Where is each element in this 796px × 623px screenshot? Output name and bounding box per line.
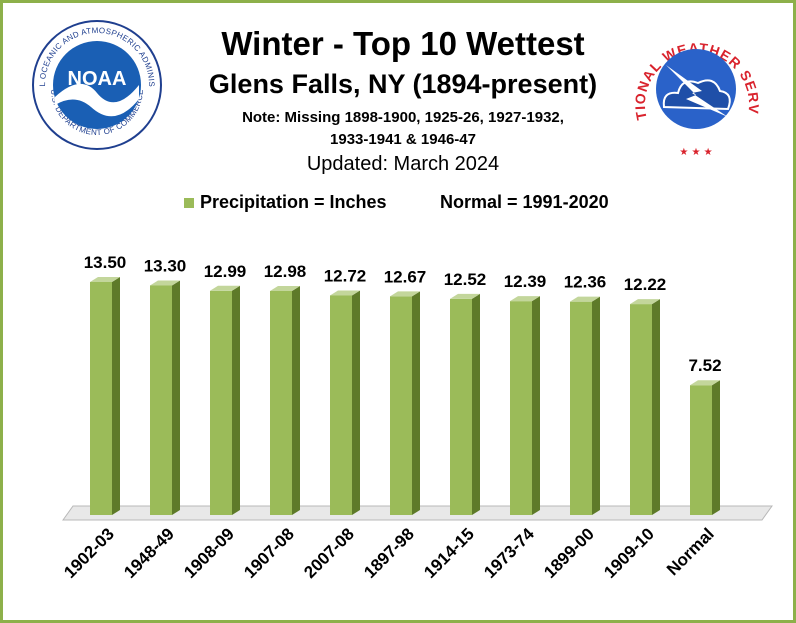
bar-top [330,290,360,296]
chart-title: Winter - Top 10 Wettest [221,25,585,62]
bar-side [532,296,540,515]
nws-logo: NATIONAL WEATHER SERVICE ★ ★ ★ [626,15,761,158]
bar-side [172,280,180,515]
stars-icon: ★ ★ ★ [679,147,712,158]
bar-front [510,301,532,515]
bar [690,380,720,515]
category-label: 1948-49 [120,524,178,582]
bar-value-label: 12.22 [624,275,667,294]
bar-top [150,280,180,286]
legend-label: Precipitation = Inches [200,192,387,212]
bar-side [712,380,720,515]
noaa-logo: NATIONAL OCEANIC AND ATMOSPHERIC ADMINIS… [31,19,162,150]
bar-front [630,304,652,515]
noaa-logo-text: NOAA [68,68,127,90]
bar-side [472,293,480,515]
bar-value-label: 7.52 [688,356,721,375]
bar-top [270,285,300,291]
bar-value-label: 13.30 [144,256,187,275]
bar-front [690,385,712,515]
legend-swatch [184,198,194,208]
bar-front [330,295,352,515]
bar-chart: 13.50 13.30 12.99 12.98 12.72 12.67 12.52 12.39… [60,253,773,582]
bar-top [570,296,600,302]
bar [210,285,240,515]
bar [270,285,300,515]
bar-side [652,299,660,515]
bar [510,296,540,515]
bar-top [510,296,540,302]
bar-front [90,282,112,515]
bar-top [210,285,240,291]
bar-side [412,291,420,515]
category-label: 1973-74 [480,524,538,582]
bar-value-label: 12.39 [504,272,547,291]
bar-front [270,290,292,515]
value-labels: 13.50 13.30 12.99 12.98 12.72 12.67 12.52 12.39… [84,253,722,375]
bar [630,299,660,515]
normal-period-label: Normal = 1991-2020 [440,192,609,212]
bar-series [90,277,720,515]
bar-side [592,296,600,515]
category-label: 1897-98 [360,524,418,582]
lightning-bolt-icon [666,65,728,117]
bar [390,291,420,515]
category-label: 1902-03 [60,524,118,582]
bar-value-label: 12.72 [324,266,367,285]
bar [450,293,480,515]
category-label: 1914-15 [420,524,478,582]
category-label: 1909-10 [600,524,658,582]
cloud-icon [662,79,731,111]
category-labels: 1902-03 1948-49 1908-09 1907-08 2007-08 1897-… [60,524,718,582]
bar-side [232,285,240,515]
bar-value-label: 12.98 [264,262,307,281]
bar [330,290,360,515]
bar [150,280,180,515]
category-label: 1907-08 [240,524,298,582]
bar-top [690,380,720,386]
bar-value-label: 12.36 [564,273,607,292]
category-label: 1899-00 [540,524,598,582]
category-label: 1908-09 [180,524,238,582]
updated-date: Updated: March 2024 [306,153,500,175]
bar [90,277,120,515]
bar [570,296,600,515]
bar-value-label: 12.67 [384,267,427,286]
chart-subtitle: Glens Falls, NY (1894-present) [208,69,598,99]
bar-side [352,290,360,515]
bar-top [90,277,120,282]
bar-front [570,301,592,515]
bar-value-label: 13.50 [84,253,127,272]
bar-front [450,298,472,515]
bar-top [450,293,480,299]
bar-top [630,299,660,305]
bar-side [292,285,300,515]
bar-front [150,285,172,515]
bar-value-label: 12.52 [444,270,487,289]
missing-years-note-line-1: Note: Missing 1898-1900, 1925-26, 1927-1… [242,109,564,126]
category-label: 2007-08 [300,524,358,582]
category-label: Normal [663,524,718,579]
noaa-gull-icon [55,83,139,117]
bar-front [390,296,412,515]
bar-value-label: 12.99 [204,262,247,281]
bar-front [210,290,232,515]
bar-side [112,277,120,515]
missing-years-note-line-2: 1933-1941 & 1946-47 [330,131,476,148]
bar-top [390,291,420,297]
